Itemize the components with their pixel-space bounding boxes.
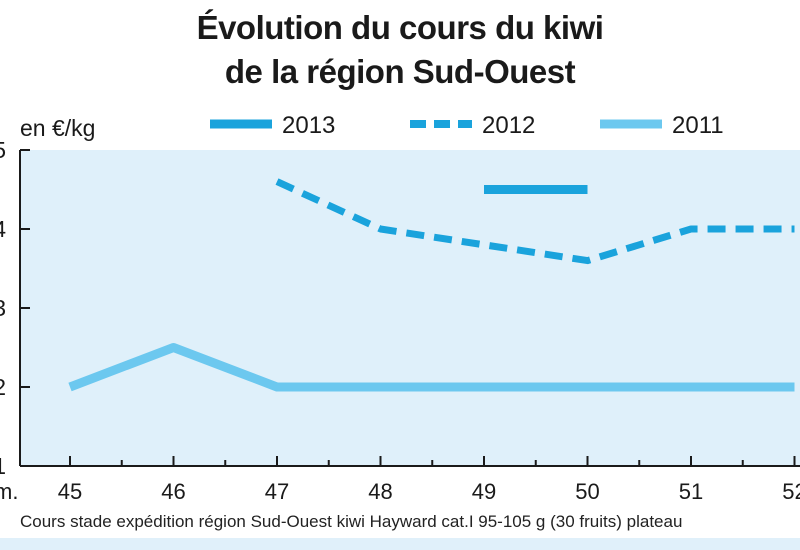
chart-title-line-2: de la région Sud-Ouest xyxy=(224,53,576,90)
legend-label-2011: 2011 xyxy=(672,112,724,139)
x-tick-label: 47 xyxy=(265,479,289,504)
x-tick-label: 46 xyxy=(161,479,185,504)
y-tick-label: 4 xyxy=(0,216,6,242)
x-tick-label: 51 xyxy=(679,479,703,504)
legend-label-2013: 2013 xyxy=(282,112,335,139)
x-tick-label: 50 xyxy=(575,479,599,504)
y-tick-label: 2 xyxy=(0,374,6,400)
legend-label-2012: 2012 xyxy=(482,112,535,139)
x-tick-label: 49 xyxy=(472,479,496,504)
plot-area xyxy=(20,150,800,466)
y-tick-label: 3 xyxy=(0,295,6,321)
chart-title: Évolution du cours du kiwi de la région … xyxy=(0,6,800,94)
x-axis-label: m. xyxy=(0,479,18,504)
bottom-band xyxy=(0,538,800,550)
x-tick-label: 48 xyxy=(368,479,392,504)
y-tick-label: 5 xyxy=(0,137,6,163)
chart-caption: Cours stade expédition région Sud-Ouest … xyxy=(20,512,683,531)
y-axis-label: en €/kg xyxy=(20,115,95,141)
x-tick-label: 52 xyxy=(782,479,800,504)
y-tick-label: 1 xyxy=(0,453,6,479)
series-line-2012 xyxy=(275,178,795,265)
series-line-2011 xyxy=(68,343,795,392)
chart-title-line-1: Évolution du cours du kiwi xyxy=(196,9,604,46)
x-tick-label: 45 xyxy=(58,479,82,504)
